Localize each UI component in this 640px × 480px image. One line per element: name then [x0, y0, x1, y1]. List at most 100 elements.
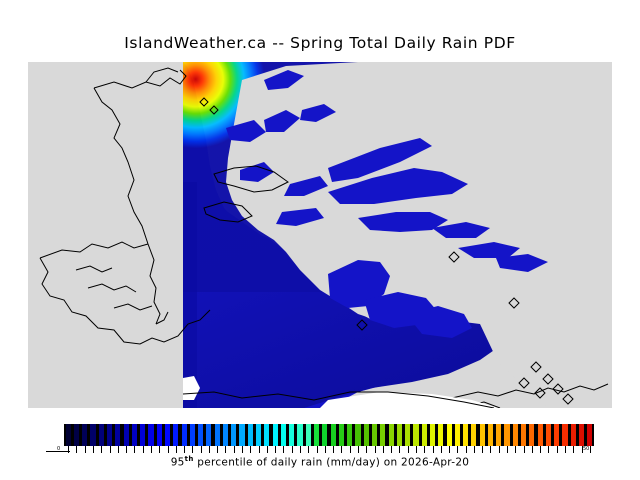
colorbar-tick	[209, 446, 210, 453]
colorbar-axis-line	[46, 451, 70, 452]
colorbar-tick	[540, 446, 541, 453]
colorbar-tick	[433, 446, 434, 453]
colorbar-segment	[156, 424, 162, 446]
colorbar-tick	[499, 446, 500, 453]
colorbar-tick	[490, 446, 491, 453]
colorbar-segment	[405, 424, 411, 446]
colorbar-tick	[466, 446, 467, 453]
colorbar-tick	[333, 446, 334, 453]
colorbar-segment	[521, 424, 527, 446]
colorbar-segment	[587, 424, 593, 446]
colorbar-segment	[330, 424, 336, 446]
colorbar-tick	[126, 446, 127, 453]
colorbar-tick	[341, 446, 342, 453]
colorbar-tick	[101, 446, 102, 453]
colorbar-segment	[504, 424, 510, 446]
colorbar-segment	[181, 424, 187, 446]
colorbar-segment	[380, 424, 386, 446]
colorbar-tick	[143, 446, 144, 453]
colorbar-tick	[441, 446, 442, 453]
colorbar-segment	[413, 424, 419, 446]
caption-ordinal: th	[184, 455, 194, 463]
colorbar-segment	[496, 424, 502, 446]
colorbar-tick	[68, 446, 69, 453]
colorbar-segment	[347, 424, 353, 446]
colorbar-segment	[98, 424, 104, 446]
colorbar-gradient[interactable]	[64, 424, 594, 446]
colorbar-segment	[314, 424, 320, 446]
south-coastline	[182, 391, 495, 408]
colorbar-tick	[375, 446, 376, 453]
colorbar-segment	[487, 424, 494, 446]
colorbar-tick	[275, 446, 276, 453]
colorbar-tick	[515, 446, 516, 453]
colorbar[interactable]	[64, 424, 594, 446]
colorbar-segment	[256, 424, 262, 446]
colorbar-tick	[118, 446, 119, 453]
colorbar-tick	[283, 446, 284, 453]
colorbar-segment	[537, 424, 543, 446]
colorbar-segment	[562, 424, 568, 446]
colorbar-tick	[292, 446, 293, 453]
colorbar-tick	[325, 446, 326, 453]
colorbar-segment	[371, 424, 378, 446]
colorbar-tick	[507, 446, 508, 453]
colorbar-tick	[482, 446, 483, 453]
colorbar-tick	[201, 446, 202, 453]
colorbar-segment	[305, 424, 311, 446]
map-canvas[interactable]	[28, 62, 612, 408]
colorbar-segment	[131, 424, 137, 446]
colorbar-tick	[217, 446, 218, 453]
colorbar-tick	[308, 446, 309, 453]
colorbar-tick	[300, 446, 301, 453]
colorbar-segment	[289, 424, 295, 446]
colorbar-segment	[429, 424, 436, 446]
colorbar-tick	[159, 446, 160, 453]
colorbar-segment	[479, 424, 485, 446]
colorbar-min-label: 0	[57, 446, 61, 452]
colorbar-segment	[355, 424, 361, 446]
colorbar-tick	[85, 446, 86, 453]
colorbar-segment	[222, 424, 229, 446]
colorbar-tick	[449, 446, 450, 453]
colorbar-segment	[214, 424, 220, 446]
colorbar-segment	[421, 424, 427, 446]
colorbar-segment	[529, 424, 535, 446]
colorbar-segment	[463, 424, 469, 446]
colorbar-tick	[134, 446, 135, 453]
colorbar-segment	[189, 424, 195, 446]
colorbar-segment	[65, 424, 71, 446]
colorbar-tick	[350, 446, 351, 453]
colorbar-segment	[206, 424, 212, 446]
colorbar-segment	[579, 424, 585, 446]
rain-data-field	[183, 62, 612, 408]
colorbar-segment	[446, 424, 452, 446]
colorbar-segment	[363, 424, 369, 446]
colorbar-tick	[192, 446, 193, 453]
map-panel[interactable]	[28, 62, 612, 408]
colorbar-tick	[366, 446, 367, 453]
colorbar-segment	[247, 424, 253, 446]
colorbar-tick	[225, 446, 226, 453]
colorbar-segment	[173, 424, 179, 446]
colorbar-segment	[239, 424, 245, 446]
colorbar-tick	[234, 446, 235, 453]
colorbar-segment	[297, 424, 303, 446]
colorbar-segment	[82, 424, 88, 446]
colorbar-segment	[264, 424, 270, 446]
station-markers[interactable]	[199, 97, 574, 405]
colorbar-tick	[474, 446, 475, 453]
colorbar-segment	[545, 424, 551, 446]
colorbar-max-label: 50	[583, 446, 590, 452]
colorbar-segment	[570, 424, 576, 446]
colorbar-tick	[176, 446, 177, 453]
page-title: IslandWeather.ca -- Spring Total Daily R…	[124, 34, 516, 52]
colorbar-tick	[317, 446, 318, 453]
colorbar-segment	[106, 424, 113, 446]
colorbar-segment	[90, 424, 96, 446]
colorbar-segment	[148, 424, 154, 446]
data-west-edge-strip	[183, 182, 197, 408]
colorbar-segment	[231, 424, 237, 446]
colorbar-tick	[457, 446, 458, 453]
